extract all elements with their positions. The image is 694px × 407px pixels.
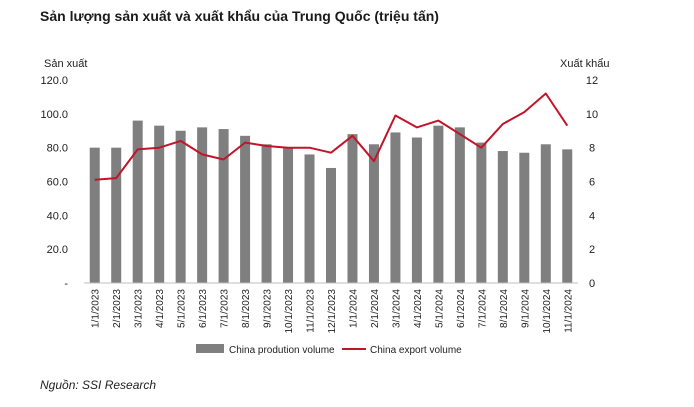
legend-label-production: China prodution volume — [229, 345, 335, 356]
chart-title: Sản lượng sản xuất và xuất khẩu của Trun… — [40, 8, 439, 24]
production-bar — [240, 135, 251, 283]
left-tick-label: 120.0 — [40, 75, 68, 87]
production-bar — [368, 144, 379, 283]
x-tick-label: 7/1/2023 — [220, 289, 231, 328]
right-tick-label: 0 — [589, 278, 595, 290]
right-tick-label: 12 — [586, 75, 598, 87]
axes: Sản xuất - 20.0 40.0 60.0 80.0 100.0 120.0 Xuất … — [40, 58, 609, 334]
x-tick-label: 3/1/2023 — [134, 289, 145, 328]
x-tick-label: 11/1/2024 — [563, 289, 574, 333]
production-bar — [111, 147, 122, 283]
x-tick-label: 8/1/2024 — [499, 289, 510, 328]
production-bar — [197, 127, 208, 283]
x-tick-label: 4/1/2023 — [155, 289, 166, 328]
x-tick-label: 9/1/2023 — [263, 289, 274, 328]
x-tick-label: 4/1/2024 — [413, 289, 424, 328]
x-tick-label: 10/1/2024 — [542, 289, 553, 334]
export-line — [94, 92, 569, 181]
x-tick-label: 5/1/2023 — [177, 289, 188, 328]
x-tick-label: 2/1/2023 — [112, 289, 123, 328]
x-tick-label: 6/1/2023 — [198, 289, 209, 328]
production-bar — [347, 134, 358, 283]
production-bar — [218, 129, 229, 283]
production-bar — [283, 147, 294, 283]
x-tick-label: 2/1/2024 — [370, 289, 381, 328]
left-tick-label: 80.0 — [47, 143, 68, 155]
x-tick-label: 10/1/2023 — [284, 289, 295, 334]
right-tick-label: 4 — [589, 210, 595, 222]
left-tick-label: 20.0 — [47, 244, 68, 256]
x-tick-label: 9/1/2024 — [520, 289, 531, 328]
left-tick-label: - — [64, 278, 68, 290]
left-tick-label: 100.0 — [40, 109, 68, 121]
production-bar — [261, 144, 272, 283]
x-tick-label: 6/1/2024 — [456, 289, 467, 328]
production-bar — [433, 125, 444, 283]
production-bar — [454, 127, 465, 283]
production-bar — [326, 167, 336, 283]
right-tick-label: 2 — [589, 244, 595, 256]
production-bar — [132, 120, 143, 283]
legend-label-export: China export volume — [370, 345, 462, 356]
x-tick-label: 1/1/2023 — [91, 289, 102, 328]
left-tick-label: 40.0 — [47, 210, 68, 222]
production-bar — [497, 151, 508, 283]
x-tick-label: 12/1/2023 — [327, 289, 338, 334]
production-bar — [89, 147, 100, 283]
production-bar — [562, 149, 573, 283]
production-bar — [390, 132, 401, 283]
production-bar — [476, 142, 487, 283]
right-tick-label: 8 — [589, 143, 595, 155]
production-bar — [540, 144, 551, 283]
production-bar — [519, 152, 530, 283]
x-tick-label: 7/1/2024 — [477, 289, 488, 328]
production-bar — [411, 137, 422, 283]
right-tick-label: 6 — [589, 177, 595, 189]
right-axis-label: Xuất khẩu — [560, 58, 610, 70]
production-bar — [304, 154, 315, 283]
production-bar — [175, 130, 186, 283]
x-tick-label: 11/1/2023 — [306, 289, 317, 333]
left-axis-label: Sản xuất — [44, 58, 87, 70]
legend-swatch-production — [196, 344, 224, 353]
production-bars — [89, 120, 573, 283]
export-line-path — [94, 92, 569, 181]
x-tick-label: 1/1/2024 — [348, 289, 359, 328]
source-note: Nguồn: SSI Research — [40, 378, 157, 392]
x-tick-label: 3/1/2024 — [391, 289, 402, 328]
x-tick-label: 5/1/2024 — [434, 289, 445, 328]
left-tick-label: 60.0 — [47, 177, 68, 189]
legend: China prodution volume China export volum… — [196, 344, 462, 356]
production-bar — [154, 125, 165, 283]
x-tick-label: 8/1/2023 — [241, 289, 252, 328]
right-tick-label: 10 — [586, 109, 598, 121]
